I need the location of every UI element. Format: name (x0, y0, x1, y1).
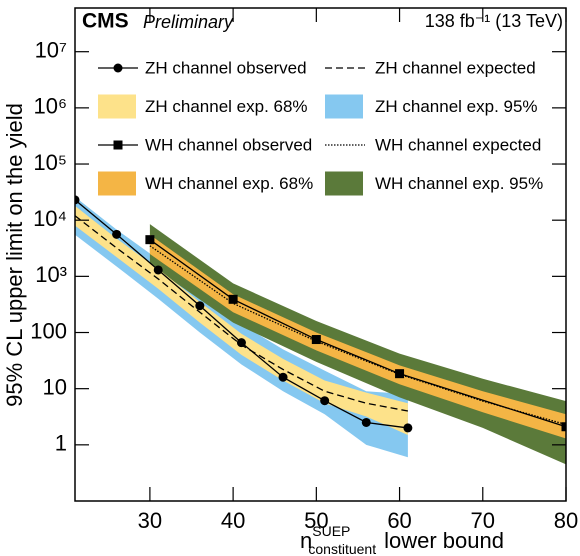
y-axis-label: 95% CL upper limit on the yield (2, 103, 27, 407)
legend-marker (113, 140, 123, 150)
y-tick-label: 10 (43, 374, 67, 399)
error-band (75, 205, 408, 435)
x-label-sup: SUEP (312, 523, 350, 539)
y-tick-label: 10³ (35, 262, 67, 287)
marker (145, 235, 155, 245)
y-tick-label: 10⁵ (33, 150, 67, 175)
y-tick-label: 10⁴ (33, 206, 67, 231)
limit-line (149, 245, 566, 426)
marker (236, 338, 246, 348)
x-tick-label: 80 (554, 508, 578, 533)
marker (195, 301, 205, 311)
legend-label: WH channel exp. 95% (375, 174, 543, 193)
x-tick-label: 40 (221, 508, 245, 533)
legend-label: WH channel observed (145, 135, 312, 154)
legend-marker (113, 63, 123, 73)
marker (311, 335, 321, 345)
marker (153, 265, 163, 275)
marker (278, 372, 288, 382)
x-axis-label: nSUEP constituent lower bound (300, 523, 504, 556)
legend-label: ZH channel observed (145, 58, 307, 77)
frame (74, 7, 567, 502)
chart-subtitle: Preliminary (143, 12, 234, 32)
legend-swatch (98, 171, 136, 196)
y-tick-label: 10⁶ (33, 94, 67, 119)
x-tick-label: 50 (304, 508, 328, 533)
legend-label: ZH channel exp. 68% (145, 97, 308, 116)
x-label-sub: constituent (308, 541, 376, 556)
error-band (149, 234, 566, 439)
chart-title: CMS (82, 10, 129, 33)
marker (228, 294, 238, 304)
y-tick-label: 10⁷ (35, 38, 67, 63)
x-tick-label: 30 (138, 508, 162, 533)
x-label-base: n (300, 528, 312, 553)
marker (561, 422, 566, 432)
marker (320, 396, 330, 406)
plot-area (75, 195, 566, 465)
legend-label: ZH channel expected (375, 58, 536, 77)
marker (361, 417, 371, 427)
x-tick-label: 60 (387, 508, 411, 533)
legend-label: ZH channel exp. 95% (375, 97, 538, 116)
marker (403, 423, 413, 433)
legend-label: WH channel expected (375, 135, 541, 154)
x-label-rest: lower bound (384, 528, 504, 553)
marker (75, 195, 80, 205)
y-tick-label: 1 (55, 431, 67, 456)
x-tick-label: 70 (471, 508, 495, 533)
limit-line (75, 215, 409, 412)
marker (112, 229, 122, 239)
legend-swatch (325, 171, 363, 196)
marker (395, 369, 405, 379)
lumi-label: 138 fb⁻¹ (13 TeV) (425, 11, 563, 31)
legend-swatch (325, 94, 363, 119)
y-tick-label: 100 (30, 318, 67, 343)
legend-label: WH channel exp. 68% (145, 174, 313, 193)
legend-swatch (98, 94, 136, 119)
